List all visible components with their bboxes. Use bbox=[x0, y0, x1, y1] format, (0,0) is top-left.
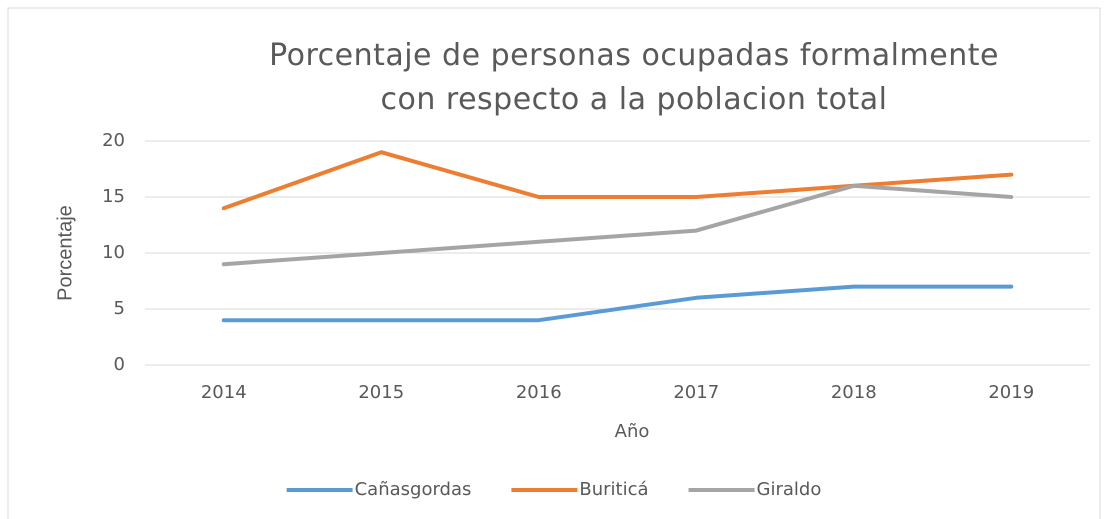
legend-label: Buriticá bbox=[579, 479, 648, 500]
y-tick-label: 15 bbox=[102, 186, 125, 207]
series-line bbox=[221, 284, 1014, 323]
x-tick-label: 2016 bbox=[516, 382, 562, 403]
legend-label: Giraldo bbox=[757, 479, 822, 500]
x-tick-label: 2015 bbox=[358, 382, 404, 403]
series-line bbox=[221, 150, 1014, 211]
legend-label: Cañasgordas bbox=[355, 479, 472, 500]
series-line bbox=[221, 183, 1014, 267]
x-tick-label: 2014 bbox=[201, 382, 247, 403]
y-axis-label: Porcentaje bbox=[54, 205, 76, 301]
y-tick-label: 20 bbox=[102, 130, 125, 151]
x-tick-label: 2019 bbox=[988, 382, 1034, 403]
x-axis-label: Año bbox=[615, 421, 650, 442]
x-tick-label: 2018 bbox=[831, 382, 877, 403]
y-tick-label: 5 bbox=[114, 298, 125, 319]
chart-border bbox=[7, 7, 1101, 519]
y-tick-label: 0 bbox=[114, 354, 125, 375]
x-tick-label: 2017 bbox=[673, 382, 719, 403]
y-tick-label: 10 bbox=[102, 242, 125, 263]
chart-title: Porcentaje de personas ocupadas formalme… bbox=[269, 38, 999, 117]
